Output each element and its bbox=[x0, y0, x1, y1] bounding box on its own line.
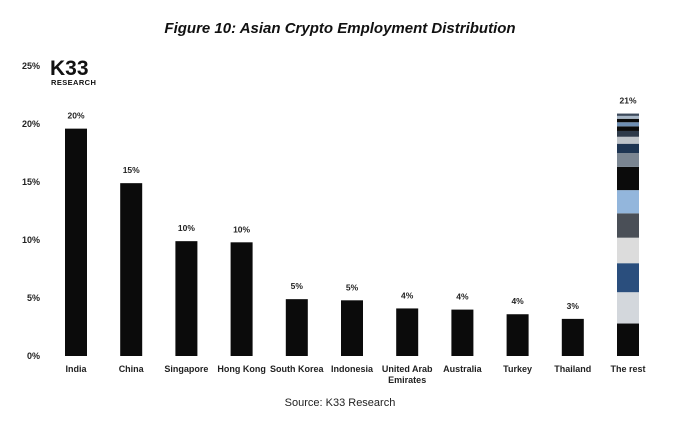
y-tick-label: 15% bbox=[22, 177, 40, 187]
stacked-bar-segment bbox=[617, 113, 639, 116]
bar bbox=[120, 183, 143, 356]
y-tick-label: 20% bbox=[22, 119, 40, 129]
category-label: Emirates bbox=[388, 375, 426, 385]
logo-wordmark: K33 bbox=[50, 57, 89, 80]
category-label: Australia bbox=[443, 364, 483, 374]
y-axis: 0% 5% 10% 15% 20% 25% bbox=[22, 61, 40, 361]
stacked-bar-segment bbox=[617, 136, 639, 144]
stacked-bar-segment bbox=[617, 213, 639, 238]
category-label: United Arab bbox=[382, 364, 433, 374]
bar bbox=[285, 299, 308, 356]
category-label: Indonesia bbox=[331, 364, 374, 374]
data-label: 10% bbox=[178, 223, 195, 233]
x-axis: India China Singapore Hong Kong South Korea I… bbox=[65, 364, 645, 385]
data-label: 4% bbox=[456, 292, 469, 302]
category-label: Turkey bbox=[503, 364, 532, 374]
logo-subtitle: RESEARCH bbox=[51, 78, 97, 87]
category-label: Hong Kong bbox=[217, 364, 266, 374]
category-label: South Korea bbox=[270, 364, 324, 374]
bar bbox=[561, 318, 584, 356]
data-label: 20% bbox=[67, 111, 84, 121]
stacked-bar-segment bbox=[617, 118, 639, 123]
data-label: 15% bbox=[123, 165, 140, 175]
bar bbox=[506, 314, 529, 356]
data-label: 5% bbox=[291, 281, 304, 291]
data-label: 3% bbox=[567, 301, 580, 311]
category-label: China bbox=[119, 364, 145, 374]
y-tick-label: 10% bbox=[22, 235, 40, 245]
data-label: 4% bbox=[401, 290, 414, 300]
chart-source: Source: K33 Research bbox=[284, 397, 396, 409]
stacked-bar-segment bbox=[617, 323, 639, 356]
category-label: The rest bbox=[610, 364, 645, 374]
stacked-bar-segment bbox=[617, 263, 639, 293]
category-label: Singapore bbox=[164, 364, 208, 374]
stacked-bar-segment bbox=[617, 166, 639, 191]
y-tick-label: 0% bbox=[27, 351, 40, 361]
stacked-bar-segment bbox=[617, 115, 639, 119]
k33-research-logo: K33 RESEARCH bbox=[50, 58, 112, 88]
data-label: 5% bbox=[346, 282, 359, 292]
stacked-bar-segment bbox=[617, 126, 639, 131]
stacked-bar-segment bbox=[617, 143, 639, 153]
y-tick-label: 5% bbox=[27, 293, 40, 303]
stacked-bar-segment bbox=[617, 122, 639, 127]
data-label: 21% bbox=[619, 96, 636, 106]
category-label: India bbox=[65, 364, 87, 374]
stacked-bar-segment bbox=[617, 130, 639, 137]
data-label: 4% bbox=[511, 296, 524, 306]
y-tick-label: 25% bbox=[22, 61, 40, 71]
bar bbox=[341, 300, 363, 356]
bar bbox=[396, 308, 419, 356]
bar bbox=[451, 309, 474, 356]
bar bbox=[65, 128, 87, 356]
chart-title: Figure 10: Asian Crypto Employment Distr… bbox=[164, 20, 516, 37]
stacked-bar-segment bbox=[617, 237, 639, 264]
category-label: Thailand bbox=[554, 364, 591, 374]
stacked-bar-segment bbox=[617, 292, 639, 324]
data-label: 10% bbox=[233, 224, 250, 234]
bars: 20% 15% 10% 10% 5% 5% 4% 4% 4% 3% 21% bbox=[65, 96, 639, 356]
bar bbox=[175, 241, 198, 356]
stacked-bar-segment bbox=[617, 190, 639, 214]
bar bbox=[230, 242, 253, 356]
stacked-bar-segment bbox=[617, 153, 639, 167]
